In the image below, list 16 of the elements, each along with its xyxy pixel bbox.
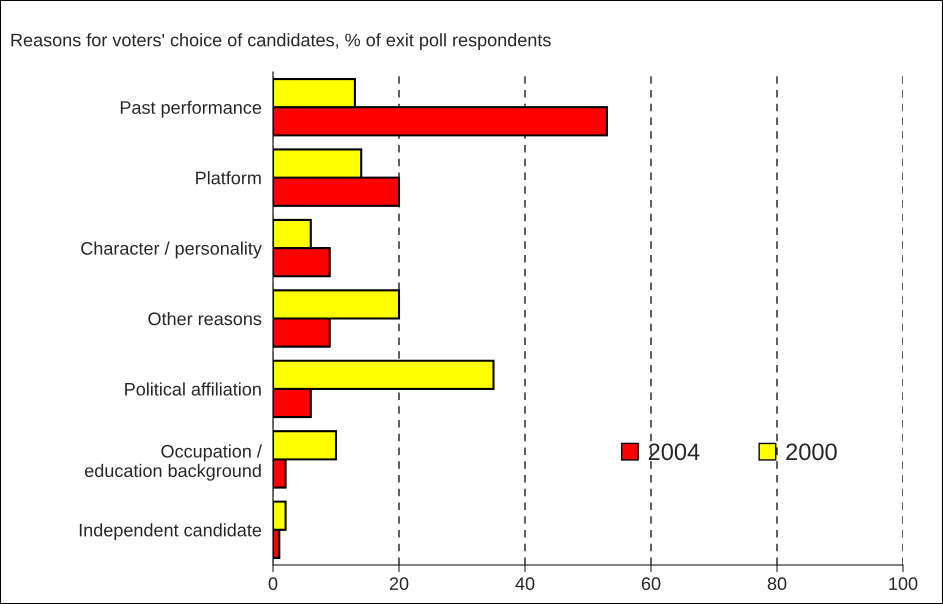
x-tick-label: 60 [642, 577, 660, 590]
x-tick-label: 80 [768, 577, 786, 590]
y-tick-label: Platform [196, 171, 261, 184]
x-tick-label: 40 [515, 577, 534, 590]
legend-label: 2000 [786, 443, 837, 460]
y-tick-label: Other reasons [148, 312, 262, 326]
chart-title: Reasons for voters' choice of candidates, % of exit poll respondents [11, 33, 551, 50]
y-tick-label: Independent candidate [80, 523, 262, 540]
x-tick-label: 0 [268, 577, 278, 590]
x-tick-label: 20 [390, 577, 408, 590]
y-tick-label: Occupation / education background [84, 444, 262, 481]
y-tick-label: Character / personality [81, 242, 262, 258]
legend-label: 2004 [648, 443, 700, 460]
y-tick-label: Past performance [120, 100, 262, 118]
y-tick-label: Political affiliation [125, 382, 261, 396]
x-tick-label: 100 [889, 577, 918, 590]
